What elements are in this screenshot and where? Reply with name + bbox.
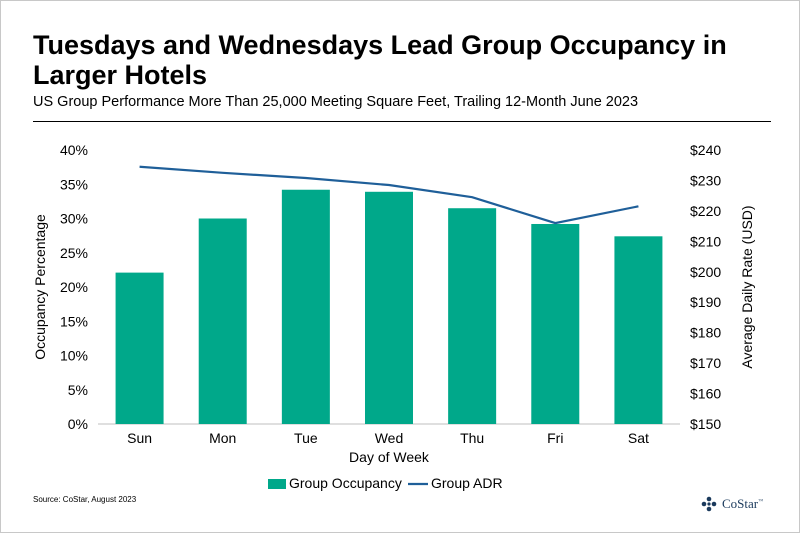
y2-tick-label: $220 — [690, 203, 721, 219]
bar-sat — [614, 236, 663, 424]
y-tick-label: 40% — [60, 142, 88, 158]
page-title: Tuesdays and Wednesdays Lead Group Occup… — [33, 30, 727, 90]
x-tick-label: Mon — [209, 430, 236, 446]
y2-tick-label: $180 — [690, 325, 721, 341]
bar-wed — [365, 191, 413, 424]
y2-tick-label: $160 — [690, 386, 721, 402]
costar-logo: CoStar™ — [700, 495, 763, 513]
x-tick-label: Thu — [460, 430, 484, 446]
x-tick-label: Fri — [547, 430, 563, 446]
y-axis-title: Occupancy Percentage — [32, 214, 48, 360]
y2-axis-title: Average Daily Rate (USD) — [739, 205, 755, 368]
title-divider — [33, 121, 771, 122]
y-tick-label: 30% — [60, 211, 88, 227]
logo-trademark: ™ — [758, 499, 764, 505]
logo-name: CoStar — [722, 496, 759, 511]
bar-sun — [115, 272, 164, 424]
y2-tick-label: $240 — [690, 142, 721, 158]
bar-fri — [531, 223, 580, 424]
x-tick-label: Sat — [628, 430, 649, 446]
y-tick-label: 5% — [68, 382, 88, 398]
x-tick-label: Wed — [375, 430, 404, 446]
y2-tick-label: $150 — [690, 416, 721, 432]
y-tick-label: 20% — [60, 279, 88, 295]
logo-text: CoStar™ — [722, 496, 763, 512]
bar-tue — [281, 189, 330, 424]
y2-tick-label: $200 — [690, 264, 721, 280]
legend-occupancy-swatch — [268, 479, 286, 489]
y2-tick-label: $230 — [690, 172, 721, 188]
x-axis-title: Day of Week — [349, 449, 430, 465]
y2-tick-label: $190 — [690, 294, 721, 310]
y2-tick-label: $170 — [690, 355, 721, 371]
y-tick-label: 35% — [60, 176, 88, 192]
x-tick-label: Tue — [294, 430, 318, 446]
source-note: Source: CoStar, August 2023 — [33, 495, 137, 504]
y2-tick-label: $210 — [690, 233, 721, 249]
page-subtitle: US Group Performance More Than 25,000 Me… — [33, 94, 639, 110]
x-tick-label: Sun — [127, 430, 152, 446]
y-tick-label: 15% — [60, 313, 88, 329]
occupancy-adr-chart: 0% 5% 10% 15% 20% 25% 30% 35% 40% $150 $160 $170 $18… — [32, 142, 755, 491]
y-tick-label: 25% — [60, 245, 88, 261]
bar-thu — [448, 208, 497, 424]
costar-star-icon — [701, 496, 717, 512]
y-tick-label: 0% — [68, 416, 88, 432]
bar-mon — [198, 218, 247, 424]
legend-adr-label: Group ADR — [431, 475, 503, 491]
legend-occupancy-label: Group Occupancy — [289, 475, 402, 491]
y-tick-label: 10% — [60, 348, 88, 364]
